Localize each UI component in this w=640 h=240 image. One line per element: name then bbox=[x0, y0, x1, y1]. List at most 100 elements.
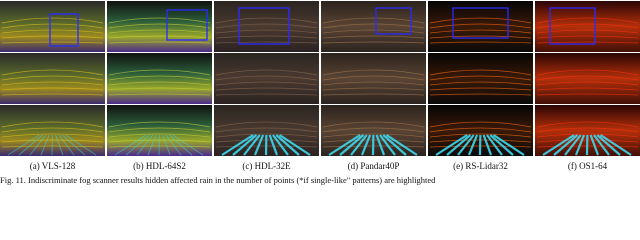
scan-ring bbox=[322, 17, 425, 24]
noise-streak bbox=[65, 134, 97, 156]
noise-streak bbox=[125, 134, 150, 156]
noise-streak bbox=[553, 134, 579, 156]
noise-streak bbox=[486, 134, 503, 156]
noise-streak bbox=[232, 134, 258, 156]
noise-streak bbox=[18, 134, 43, 156]
point-cloud-image bbox=[107, 53, 212, 104]
scan-ring bbox=[215, 87, 318, 91]
noise-streak bbox=[599, 134, 632, 156]
noise-streak bbox=[339, 134, 365, 156]
scan-ring bbox=[536, 29, 639, 34]
noise-streak bbox=[253, 134, 265, 156]
scan-ring bbox=[215, 81, 318, 86]
scan-ring bbox=[1, 41, 104, 44]
point-cloud-image bbox=[428, 1, 533, 52]
highlight-box bbox=[49, 13, 79, 47]
scan-ring bbox=[536, 69, 639, 76]
panel-caption: (f) OS1-64 bbox=[568, 161, 608, 171]
scan-ring bbox=[215, 17, 318, 24]
scan-ring bbox=[322, 23, 425, 29]
scan-ring bbox=[215, 121, 318, 128]
noise-streak bbox=[446, 134, 472, 156]
scan-ring bbox=[108, 75, 211, 81]
figure-canvas: Fig. 11. Indiscriminate fog scanner resu… bbox=[0, 1, 640, 185]
noise-streak bbox=[165, 134, 182, 156]
noise-streak bbox=[385, 134, 418, 156]
noise-streak bbox=[492, 134, 525, 156]
scan-ring bbox=[322, 35, 425, 39]
point-cloud-image bbox=[107, 1, 212, 52]
noise-streak bbox=[589, 134, 600, 156]
scan-ring bbox=[108, 127, 211, 133]
highlight-box bbox=[375, 7, 412, 35]
noise-streak bbox=[136, 134, 154, 156]
noise-streak bbox=[435, 134, 468, 156]
scan-ring bbox=[108, 17, 211, 24]
scan-ring bbox=[536, 17, 639, 24]
noise-streak bbox=[542, 134, 575, 156]
noise-streak bbox=[272, 134, 289, 156]
noise-streak bbox=[40, 134, 50, 156]
scan-ring bbox=[215, 29, 318, 34]
scan-ring bbox=[322, 127, 425, 133]
scan-ring bbox=[215, 93, 318, 96]
highlight-box bbox=[452, 7, 509, 39]
noise-streak bbox=[457, 134, 475, 156]
noise-streak bbox=[162, 134, 171, 156]
noise-streak bbox=[55, 134, 64, 156]
scan-ring bbox=[322, 87, 425, 91]
panel-caption: (b) HDL-64S2 bbox=[133, 161, 186, 171]
scan-ring bbox=[536, 35, 639, 39]
scan-ring bbox=[322, 81, 425, 86]
noise-streak bbox=[29, 134, 47, 156]
scan-ring bbox=[1, 127, 104, 133]
scan-ring bbox=[1, 81, 104, 86]
figure: Fig. 11. Indiscriminate fog scanner resu… bbox=[0, 1, 640, 185]
panel-caption: (e) RS-Lidar32 bbox=[453, 161, 508, 171]
point-cloud-image bbox=[535, 53, 640, 104]
noise-streak bbox=[61, 134, 86, 156]
scan-ring bbox=[429, 41, 532, 44]
scan-ring bbox=[215, 127, 318, 133]
noise-streak bbox=[596, 134, 621, 156]
noise-streak bbox=[375, 134, 386, 156]
scan-ring bbox=[1, 133, 104, 138]
panel-caption: (a) VLS-128 bbox=[30, 161, 76, 171]
scan-ring bbox=[536, 121, 639, 128]
point-cloud-image bbox=[321, 53, 426, 104]
scan-ring bbox=[108, 121, 211, 128]
scan-ring bbox=[322, 41, 425, 44]
scan-ring bbox=[429, 81, 532, 86]
highlight-box bbox=[549, 7, 596, 45]
scan-ring bbox=[215, 133, 318, 138]
scan-ring bbox=[429, 127, 532, 133]
noise-streak bbox=[574, 134, 586, 156]
scan-ring bbox=[108, 23, 211, 29]
scan-ring bbox=[1, 69, 104, 76]
scan-ring bbox=[429, 23, 532, 29]
scan-ring bbox=[322, 29, 425, 34]
noise-streak bbox=[172, 134, 204, 156]
highlight-box bbox=[166, 9, 208, 41]
scan-ring bbox=[322, 75, 425, 81]
noise-streak bbox=[382, 134, 407, 156]
noise-streak bbox=[7, 134, 40, 156]
scan-ring bbox=[108, 41, 211, 44]
noise-streak bbox=[275, 134, 300, 156]
noise-streak bbox=[564, 134, 582, 156]
scan-ring bbox=[536, 75, 639, 81]
scan-ring bbox=[536, 81, 639, 86]
noise-streak bbox=[379, 134, 396, 156]
noise-streak bbox=[243, 134, 261, 156]
point-cloud-image bbox=[214, 53, 319, 104]
scan-ring bbox=[108, 87, 211, 91]
scan-ring bbox=[536, 41, 639, 44]
highlight-box bbox=[238, 7, 290, 45]
scan-ring bbox=[429, 29, 532, 34]
scan-ring bbox=[429, 133, 532, 138]
scan-ring bbox=[322, 121, 425, 128]
scan-ring bbox=[322, 133, 425, 138]
noise-streak bbox=[278, 134, 311, 156]
scan-ring bbox=[429, 87, 532, 91]
scan-ring bbox=[215, 69, 318, 76]
